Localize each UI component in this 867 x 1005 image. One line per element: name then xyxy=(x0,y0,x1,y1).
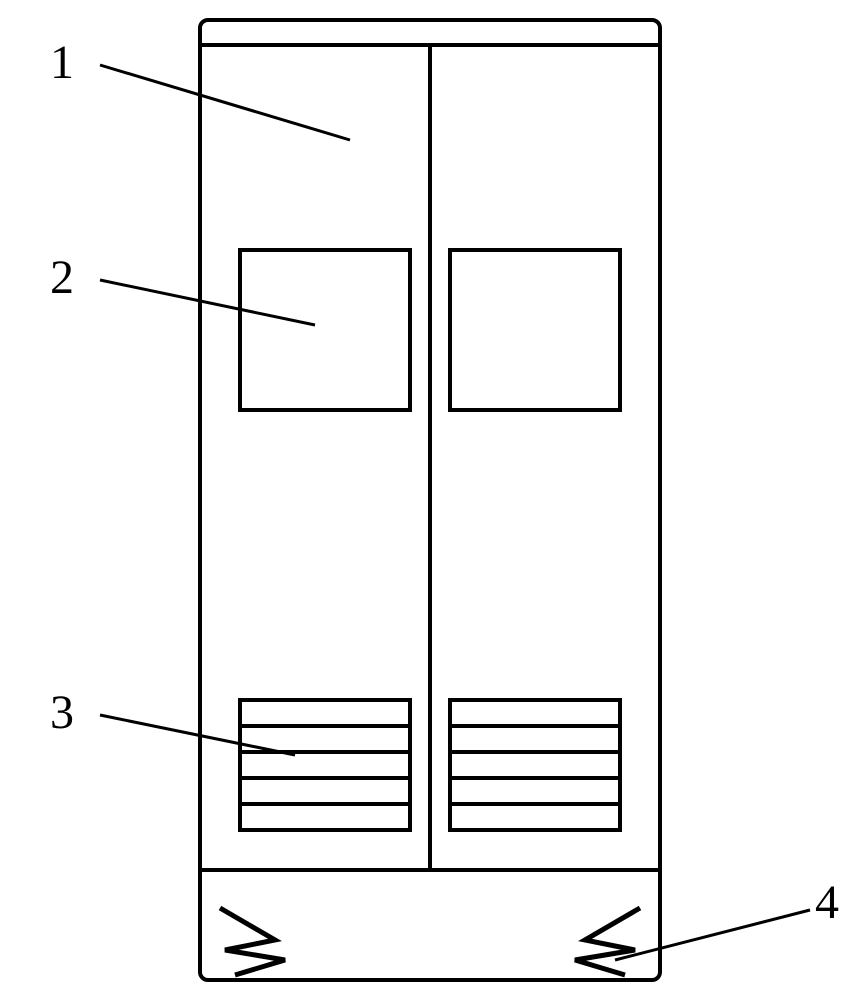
label-4: 4 xyxy=(815,875,839,930)
window-right xyxy=(450,250,620,410)
diagram-svg xyxy=(0,0,867,1000)
heater-left xyxy=(220,908,285,975)
heater-right xyxy=(575,908,640,975)
leader-2 xyxy=(100,280,315,325)
louver-right xyxy=(450,700,620,830)
window-left xyxy=(240,250,410,410)
leader-3 xyxy=(100,715,295,755)
leader-4 xyxy=(615,910,810,960)
louver-left xyxy=(240,700,410,830)
technical-diagram: 1 2 3 4 xyxy=(0,0,867,1000)
label-1: 1 xyxy=(50,35,74,90)
leader-1 xyxy=(100,65,350,140)
label-2: 2 xyxy=(50,250,74,305)
label-3: 3 xyxy=(50,685,74,740)
